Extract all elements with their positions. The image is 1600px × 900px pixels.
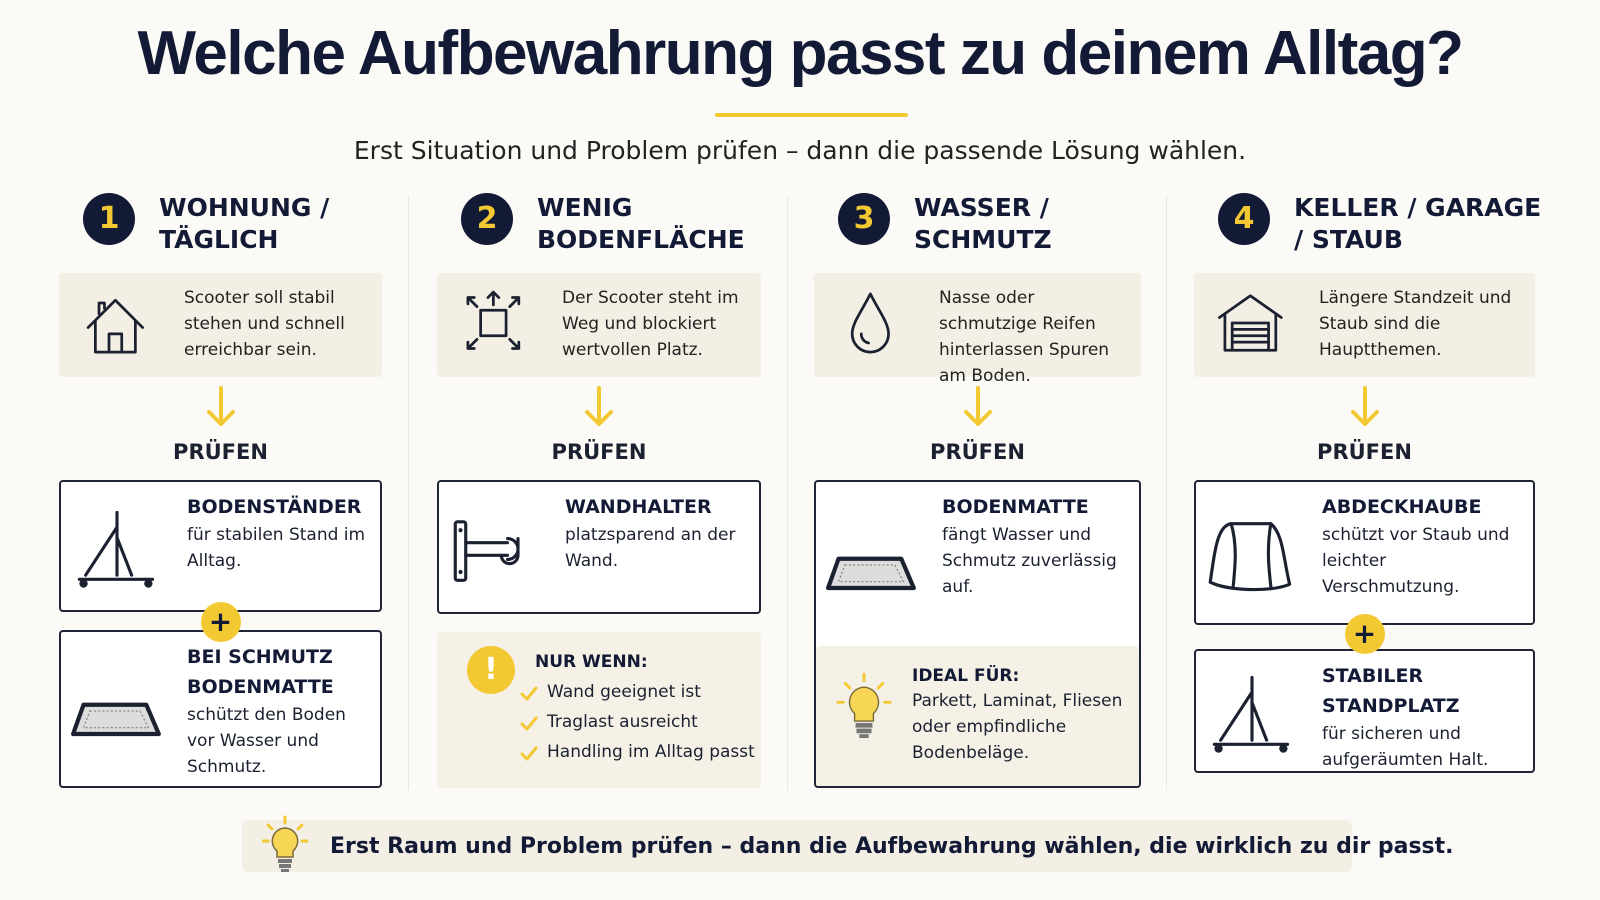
- column-separator: [787, 195, 788, 790]
- drop-icon: [850, 292, 890, 354]
- check-mark: [520, 716, 538, 731]
- bulb-icon: [262, 815, 308, 872]
- column-title: WASSER / SCHMUTZ: [914, 193, 1052, 254]
- column-separator: [408, 195, 409, 790]
- plus-joiner: +: [1344, 614, 1385, 654]
- bulb-icon: [836, 672, 892, 738]
- solution-content: BODENSTÄNDER für stabilen Stand im Alltag…: [187, 492, 370, 574]
- solution-content: ABDECKHAUBE schützt vor Staub und leichte…: [1322, 492, 1523, 600]
- problem-text: Längere Standzeit und Staub sind die Hau…: [1319, 288, 1512, 360]
- expand-icon: [466, 290, 521, 350]
- problem-box: [437, 273, 761, 377]
- solution-text: schützt den Boden vor Wasser und Schmutz…: [187, 705, 346, 777]
- step-number: 3: [838, 193, 890, 245]
- solution-content: BODENMATTE fängt Wasser und Schmutz zuver…: [942, 492, 1129, 600]
- column-title: WOHNUNG / TÄGLICH: [159, 193, 330, 254]
- house-icon: [86, 298, 144, 354]
- check-label: PRÜFEN: [930, 440, 1025, 464]
- problem-box: [1194, 273, 1535, 377]
- mat-icon: [826, 556, 916, 591]
- cover-icon: [1208, 521, 1292, 591]
- solution-title: BODENSTÄNDER: [187, 496, 362, 518]
- solution-text: für stabilen Stand im Alltag.: [187, 525, 366, 571]
- note-item: Handling im Alltag passt: [547, 742, 755, 762]
- solution-text: fängt Wasser und Schmutz zuverlässig auf…: [942, 525, 1117, 597]
- subtitle: Erst Situation und Problem prüfen – dann…: [353, 136, 1247, 165]
- step-number: 2: [461, 193, 513, 245]
- step-number: 4: [1218, 193, 1270, 245]
- solution-title: BEI SCHMUTZ BODENMATTE: [187, 646, 334, 698]
- note-item: Traglast ausreicht: [547, 712, 698, 732]
- solution-title: STABILER STANDPLATZ: [1322, 665, 1460, 717]
- solution-content: STABILER STANDPLATZ für sicheren und aufg…: [1322, 661, 1523, 773]
- solution-box: [437, 480, 761, 614]
- stand-icon: [77, 510, 155, 588]
- footer-box: [242, 820, 1352, 872]
- down-arrow: [585, 386, 613, 426]
- problem-box: [59, 273, 382, 377]
- column-title: KELLER / GARAGE / STAUB: [1294, 193, 1542, 254]
- solution-text: schützt vor Staub und leichter Verschmut…: [1322, 525, 1510, 597]
- stand-icon: [1212, 675, 1290, 753]
- solution-title: ABDECKHAUBE: [1322, 496, 1482, 518]
- title-rule: [715, 113, 908, 117]
- solution-title: WANDHALTER: [565, 496, 712, 518]
- problem-box: [814, 273, 1141, 377]
- garage-icon: [1218, 294, 1283, 352]
- check-mark: [520, 746, 538, 761]
- solution-title: BODENMATTE: [942, 496, 1089, 518]
- down-arrow: [206, 386, 235, 426]
- solution-text: für sicheren und aufgeräumten Halt.: [1322, 724, 1489, 770]
- problem-text: Der Scooter steht im Weg und blockiert w…: [562, 288, 739, 360]
- down-arrow: [1350, 386, 1379, 426]
- step-number: 1: [83, 193, 135, 245]
- note-item: Wand geeignet ist: [547, 682, 701, 702]
- mat-icon: [71, 702, 161, 737]
- check-label: PRÜFEN: [1317, 440, 1412, 464]
- note-text: Parkett, Laminat, Fliesen oder empfindli…: [912, 691, 1123, 763]
- note-title: NUR WENN:: [535, 652, 648, 672]
- problem-text: Scooter soll stabil stehen und schnell e…: [184, 288, 345, 360]
- problem-text: Nasse oder schmutzige Reifen hinterlasse…: [939, 288, 1110, 386]
- solution-content: BEI SCHMUTZ BODENMATTE schützt den Boden …: [187, 642, 370, 780]
- column-separator: [1166, 195, 1167, 790]
- solution-text: platzsparend an der Wand.: [565, 525, 736, 571]
- down-arrow: [963, 386, 992, 426]
- wall-icon: [453, 520, 520, 582]
- check-label: PRÜFEN: [173, 440, 268, 464]
- page-title: Welche Aufbewahrung passt zu deinem Allt…: [137, 19, 1464, 88]
- solution-content: WANDHALTER platzsparend an der Wand.: [565, 492, 749, 574]
- plus-joiner: +: [200, 602, 241, 642]
- column-title: WENIG BODENFLÄCHE: [537, 193, 745, 254]
- footer-text: Erst Raum und Problem prüfen – dann die …: [330, 834, 1454, 859]
- check-mark: [520, 686, 538, 701]
- check-label: PRÜFEN: [551, 440, 647, 464]
- note-title: IDEAL FÜR:: [912, 666, 1020, 686]
- warning-icon: !: [467, 646, 515, 694]
